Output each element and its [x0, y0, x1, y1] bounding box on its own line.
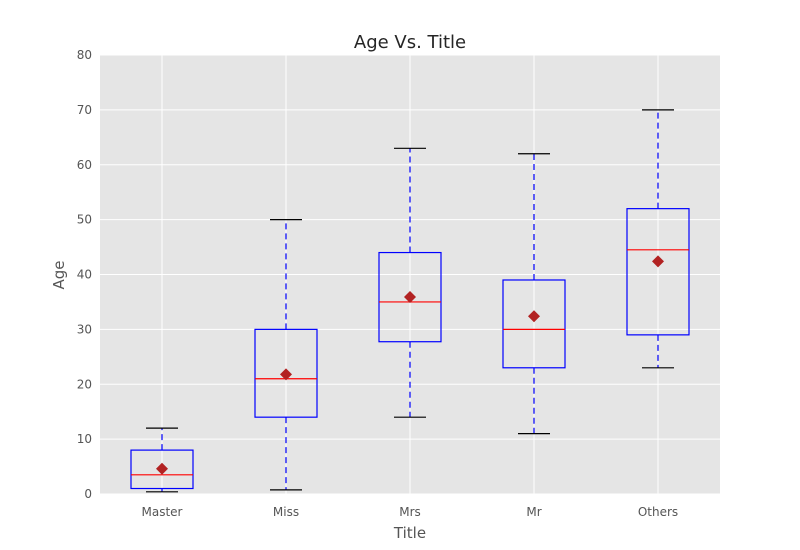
x-axis: Master Miss Mrs Mr Others — [142, 505, 679, 519]
mean-marker — [652, 255, 664, 268]
mean-marker — [156, 462, 168, 475]
mean-marker — [404, 290, 416, 303]
y-tick-label: 50 — [77, 213, 92, 227]
y-tick-label: 10 — [77, 432, 92, 446]
x-tick-label: Mrs — [399, 505, 421, 519]
x-tick-label: Others — [638, 505, 678, 519]
box-series — [130, 109, 690, 493]
box-mrs — [378, 147, 442, 418]
iqr-box — [254, 328, 318, 418]
iqr-box — [626, 208, 690, 336]
y-tick-label: 70 — [77, 103, 92, 117]
box-master — [130, 427, 194, 493]
y-axis: 0 10 20 30 40 50 60 70 80 — [77, 48, 92, 501]
box-mr — [502, 153, 566, 435]
box-others — [626, 109, 690, 369]
y-tick-label: 40 — [77, 268, 92, 282]
y-axis-label: Age — [50, 260, 68, 289]
x-tick-label: Master — [142, 505, 183, 519]
box-miss — [254, 219, 318, 491]
x-tick-label: Mr — [526, 505, 541, 519]
chart-title: Age Vs. Title — [354, 32, 466, 53]
y-tick-label: 60 — [77, 158, 92, 172]
iqr-box — [130, 449, 194, 490]
iqr-box — [378, 251, 442, 343]
mean-marker — [528, 310, 540, 323]
iqr-box — [502, 279, 566, 369]
mean-marker — [280, 368, 292, 381]
y-tick-label: 20 — [77, 377, 92, 391]
y-tick-label: 0 — [84, 487, 92, 501]
y-tick-label: 30 — [77, 322, 92, 336]
x-tick-label: Miss — [273, 505, 299, 519]
y-tick-label: 80 — [77, 48, 92, 62]
x-axis-label: Title — [393, 524, 426, 542]
